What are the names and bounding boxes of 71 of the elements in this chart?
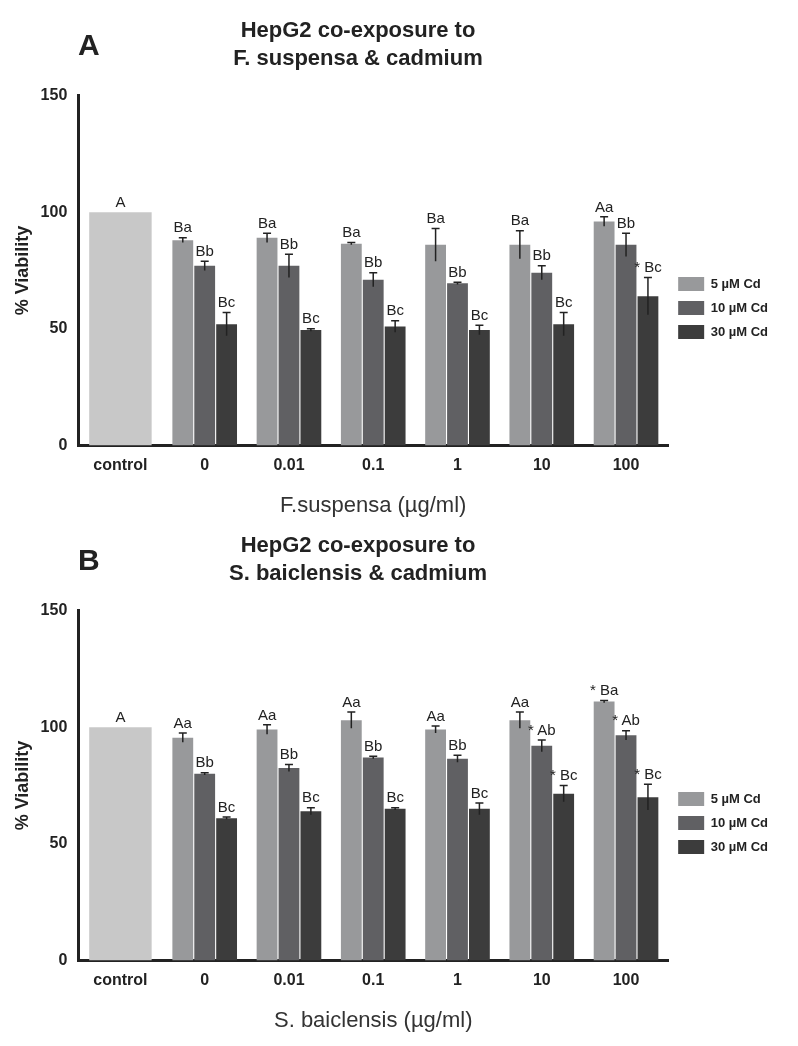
legend-label: 5 µM Cd xyxy=(710,275,761,291)
data-label: Ba xyxy=(510,211,530,229)
data-label: Ba xyxy=(426,209,446,227)
data-label: Bc xyxy=(302,788,321,806)
data-label: Bc xyxy=(217,293,236,311)
data-label: Bc xyxy=(554,293,573,311)
data-label: Bc xyxy=(217,797,236,815)
y-tick-label: 0 xyxy=(58,950,68,968)
y-tick-label: 150 xyxy=(40,86,68,104)
x-tick-label: 0.1 xyxy=(362,971,385,989)
y-tick-label: 50 xyxy=(49,319,68,337)
data-label: Bb xyxy=(364,736,383,754)
x-tick-label: 0 xyxy=(200,456,210,474)
data-label: Bb xyxy=(616,213,636,231)
data-label: A xyxy=(115,707,126,725)
data-label: Aa xyxy=(342,692,362,710)
data-label: Bb xyxy=(448,735,467,753)
y-tick-label: 150 xyxy=(40,601,68,619)
data-label: Bb xyxy=(364,253,383,271)
data-label: * Ab xyxy=(528,720,556,738)
data-label: Bc xyxy=(470,783,489,801)
data-label: Ba xyxy=(257,213,277,231)
data-label: Ba xyxy=(342,223,362,241)
data-label: Bc xyxy=(470,305,489,323)
data-label: Aa xyxy=(510,692,530,710)
x-axis-title: F.suspensa (µg/ml) xyxy=(280,491,467,517)
x-tick-label: 1 xyxy=(453,971,463,989)
x-tick-label: 1 xyxy=(453,456,463,474)
data-label: * Ba xyxy=(589,681,619,699)
y-tick-label: 100 xyxy=(40,717,68,735)
legend-label: 30 µM Cd xyxy=(710,838,769,854)
y-axis-title: % Viability xyxy=(11,740,32,831)
data-label: Bc xyxy=(386,301,405,319)
legend-label: 5 µM Cd xyxy=(710,790,761,806)
x-tick-label: 100 xyxy=(612,456,640,474)
data-label: Bb xyxy=(532,246,551,264)
x-tick-label: 0.01 xyxy=(273,971,305,989)
y-tick-label: 100 xyxy=(40,202,68,220)
x-tick-label: control xyxy=(93,456,148,474)
data-label: Bb xyxy=(195,241,214,259)
text: A xyxy=(78,28,100,62)
legend-label: 10 µM Cd xyxy=(710,814,769,830)
data-label: * Ab xyxy=(612,711,640,729)
chart-title: HepG2 co-exposure to S. baiclensis & cadmium xyxy=(229,532,487,585)
legend-label: 10 µM Cd xyxy=(710,299,769,315)
x-tick-label: 10 xyxy=(532,456,551,474)
data-label: Bb xyxy=(448,262,467,280)
text: B xyxy=(78,543,100,577)
data-label: Aa xyxy=(594,197,614,215)
x-tick-label: 0.1 xyxy=(362,456,385,474)
y-tick-label: 50 xyxy=(49,834,68,852)
data-label: Ba xyxy=(173,218,193,236)
data-label: Bc xyxy=(302,309,321,327)
data-label: Bb xyxy=(279,745,299,763)
data-label: Bc xyxy=(386,788,405,806)
x-tick-label: 100 xyxy=(612,971,640,989)
chart-title: HepG2 co-exposure to F. suspensa & cadmium xyxy=(233,17,483,70)
data-label: A xyxy=(115,192,126,210)
legend-label: 30 µM Cd xyxy=(710,323,769,339)
x-tick-label: 0.01 xyxy=(273,456,305,474)
y-axis-title: % Viability xyxy=(11,225,32,316)
x-axis-title: S. baiclensis (µg/ml) xyxy=(273,1006,473,1032)
y-tick-label: 0 xyxy=(58,435,68,453)
data-label: Bb xyxy=(279,234,299,252)
x-tick-label: 0 xyxy=(200,971,210,989)
data-label: Aa xyxy=(173,713,193,731)
x-tick-label: control xyxy=(93,971,148,989)
data-label: Bb xyxy=(195,753,214,771)
x-tick-label: 10 xyxy=(532,971,551,989)
data-label: Aa xyxy=(257,705,277,723)
data-label: Aa xyxy=(426,706,446,724)
